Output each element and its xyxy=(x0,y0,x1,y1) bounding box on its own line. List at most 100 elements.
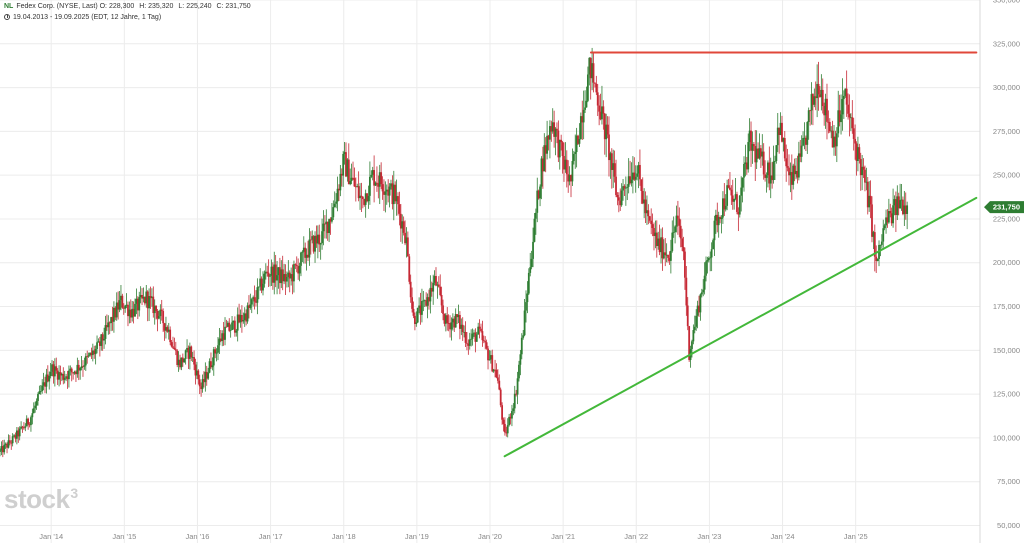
current-price-label: 231,750 xyxy=(993,203,1020,212)
candle-body xyxy=(887,210,890,223)
candle-body xyxy=(39,391,42,392)
candle-body xyxy=(188,346,191,359)
candle-body xyxy=(416,307,419,323)
x-tick-label: Jan '25 xyxy=(844,532,868,541)
candle-body xyxy=(27,418,30,425)
date-range[interactable]: 19.04.2013 - 19.09.2025 xyxy=(13,14,90,21)
candle-body xyxy=(603,113,606,140)
candle-body xyxy=(778,127,781,135)
candle-body xyxy=(96,342,98,349)
candle-body xyxy=(76,364,79,375)
candle-body xyxy=(751,144,754,151)
candle-body xyxy=(107,322,110,328)
candle-body xyxy=(706,260,709,262)
candle-body xyxy=(18,428,21,437)
candle-body xyxy=(810,94,813,111)
candle-body xyxy=(48,376,51,382)
candle-body xyxy=(245,313,248,322)
candle-body xyxy=(560,139,563,143)
candle-body xyxy=(0,450,1,452)
candle-body xyxy=(885,217,887,226)
y-tick-label: 50,000 xyxy=(997,521,1020,530)
candle-body xyxy=(250,299,253,305)
candle-body xyxy=(783,138,786,159)
candle-body xyxy=(792,165,795,185)
candle-body xyxy=(376,182,378,184)
candle-body xyxy=(859,158,862,176)
candle-body xyxy=(323,223,326,225)
candle-body xyxy=(124,305,127,309)
candle-body xyxy=(840,114,842,123)
candle-body xyxy=(461,324,464,332)
candle-body xyxy=(481,331,484,341)
candle-body xyxy=(69,368,72,371)
candle-body xyxy=(224,326,226,340)
candle-body xyxy=(591,63,594,79)
candle-body xyxy=(617,197,620,201)
candle-body xyxy=(336,188,339,202)
candle-body xyxy=(489,355,492,360)
candle-body xyxy=(679,225,682,239)
candle-body xyxy=(598,105,601,112)
candle-body xyxy=(460,324,463,329)
candle-body xyxy=(318,234,321,245)
candle-body xyxy=(118,300,121,310)
candle-body xyxy=(66,376,69,380)
y-tick-label: 125,000 xyxy=(993,390,1020,399)
candle-body xyxy=(408,256,411,282)
candle-body xyxy=(496,377,499,381)
candle-body xyxy=(651,224,654,228)
candle-body xyxy=(890,213,893,224)
candle-body xyxy=(729,187,731,190)
candle-body xyxy=(28,424,31,426)
candle-body xyxy=(482,340,485,342)
candle-body xyxy=(62,373,65,380)
candle-body xyxy=(754,146,757,163)
candle-body xyxy=(113,307,115,322)
candle-body xyxy=(315,235,318,244)
candle-body xyxy=(340,173,343,176)
candle-body xyxy=(52,364,55,377)
candle-body xyxy=(232,320,235,323)
candle-body xyxy=(478,326,481,329)
candle-body xyxy=(108,322,111,324)
candle-body xyxy=(273,264,276,283)
candle-body xyxy=(374,182,377,186)
candle-body xyxy=(713,220,716,241)
candle-body xyxy=(201,379,204,390)
candle-body xyxy=(745,162,748,170)
candle-body xyxy=(789,172,792,176)
candle-body xyxy=(499,389,502,406)
candle-body xyxy=(682,246,685,252)
candle-body xyxy=(82,366,84,368)
candle-body xyxy=(419,305,422,315)
candle-body xyxy=(293,264,295,282)
candle-body xyxy=(422,300,425,302)
candle-body xyxy=(775,145,778,162)
candle-body xyxy=(858,147,861,159)
candle-body xyxy=(804,137,807,145)
candle-body xyxy=(752,144,755,147)
candle-body xyxy=(316,234,319,244)
candle-body xyxy=(309,239,312,241)
candle-body xyxy=(115,302,118,318)
candle-body xyxy=(864,169,866,183)
y-tick-label: 100,000 xyxy=(993,433,1020,442)
instrument-title[interactable]: Fedex Corp. (NYSE, Last) xyxy=(16,3,98,10)
candle-body xyxy=(875,256,878,261)
candle-body xyxy=(75,371,77,375)
candle-body xyxy=(214,349,217,354)
candle-body xyxy=(741,177,744,188)
candle-body xyxy=(516,378,519,395)
candle-body xyxy=(710,249,713,258)
candle-body xyxy=(705,261,707,276)
candle-body xyxy=(646,210,648,214)
candle-body xyxy=(252,297,255,300)
candle-body xyxy=(381,184,384,192)
candle-body xyxy=(193,357,195,365)
candle-body xyxy=(494,369,496,371)
candle-body xyxy=(363,198,366,205)
candle-body xyxy=(515,393,518,395)
trendline[interactable] xyxy=(503,196,978,458)
